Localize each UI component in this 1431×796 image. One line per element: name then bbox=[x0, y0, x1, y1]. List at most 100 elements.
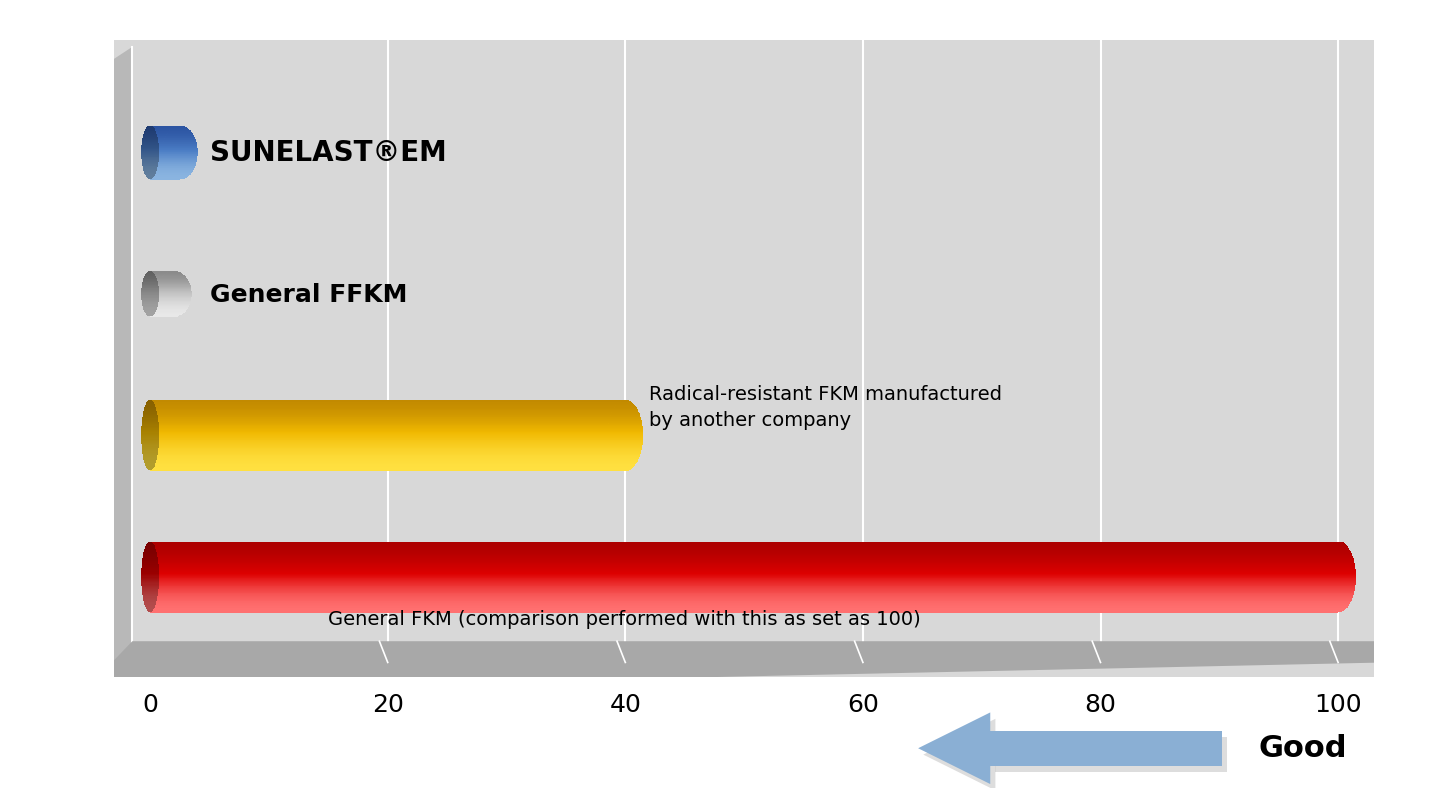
Bar bbox=[611, 454, 640, 455]
Bar bbox=[150, 441, 625, 443]
Bar bbox=[150, 611, 1338, 613]
Bar bbox=[1325, 552, 1351, 554]
Bar bbox=[150, 294, 175, 295]
Bar bbox=[150, 560, 1338, 562]
Bar bbox=[1328, 604, 1349, 606]
Bar bbox=[163, 159, 197, 161]
Bar bbox=[143, 170, 157, 171]
Bar bbox=[163, 142, 196, 143]
Bar bbox=[1322, 559, 1354, 560]
Bar bbox=[1321, 571, 1355, 572]
Bar bbox=[150, 174, 180, 175]
Bar bbox=[142, 154, 159, 156]
Bar bbox=[150, 604, 1338, 606]
Bar bbox=[150, 603, 1338, 604]
Bar bbox=[142, 142, 159, 144]
Bar bbox=[150, 148, 180, 149]
Bar bbox=[150, 428, 625, 430]
Bar bbox=[150, 294, 175, 295]
Bar bbox=[166, 134, 193, 135]
Bar bbox=[146, 404, 155, 405]
Bar bbox=[162, 146, 197, 147]
Bar bbox=[150, 299, 175, 301]
Bar bbox=[150, 436, 625, 438]
Bar bbox=[150, 285, 175, 286]
Bar bbox=[142, 572, 159, 574]
Bar bbox=[150, 556, 1338, 557]
Bar bbox=[163, 143, 196, 144]
Bar bbox=[150, 306, 175, 307]
Bar bbox=[142, 587, 159, 589]
Bar bbox=[142, 592, 157, 594]
Bar bbox=[150, 286, 175, 287]
Bar bbox=[142, 571, 159, 573]
Bar bbox=[143, 413, 157, 415]
Bar bbox=[165, 274, 183, 275]
Bar bbox=[147, 400, 152, 402]
Bar bbox=[150, 589, 1338, 591]
Bar bbox=[150, 591, 1338, 592]
Bar bbox=[163, 311, 185, 313]
Bar bbox=[142, 563, 159, 564]
Bar bbox=[150, 413, 625, 415]
Bar bbox=[150, 314, 175, 315]
Bar bbox=[163, 275, 185, 276]
Bar bbox=[1321, 579, 1357, 580]
Bar bbox=[150, 161, 180, 162]
Bar bbox=[142, 150, 159, 152]
Bar bbox=[156, 292, 192, 294]
Bar bbox=[142, 423, 159, 425]
Bar bbox=[147, 401, 153, 403]
Bar bbox=[150, 143, 180, 144]
Bar bbox=[150, 296, 175, 298]
Bar bbox=[156, 287, 192, 289]
Bar bbox=[1325, 601, 1351, 603]
Bar bbox=[1321, 575, 1357, 576]
Bar bbox=[159, 306, 189, 307]
Bar bbox=[150, 147, 180, 148]
Bar bbox=[142, 151, 159, 153]
Bar bbox=[150, 564, 1338, 566]
Bar bbox=[150, 427, 625, 429]
Bar bbox=[150, 563, 1338, 564]
Bar bbox=[162, 156, 197, 157]
Bar bbox=[142, 142, 159, 143]
Bar bbox=[150, 282, 175, 283]
Bar bbox=[608, 432, 643, 433]
Bar bbox=[150, 439, 625, 440]
Bar bbox=[156, 298, 192, 299]
Bar bbox=[143, 167, 157, 168]
Bar bbox=[156, 288, 192, 290]
Bar bbox=[150, 609, 1338, 611]
Bar bbox=[150, 306, 175, 307]
Bar bbox=[143, 307, 157, 309]
Bar bbox=[1322, 560, 1354, 562]
Bar bbox=[150, 275, 175, 276]
Bar bbox=[150, 445, 625, 447]
Polygon shape bbox=[919, 712, 990, 784]
Bar bbox=[150, 272, 175, 274]
Bar bbox=[610, 451, 641, 452]
Bar bbox=[167, 131, 192, 133]
Bar bbox=[143, 138, 157, 139]
Bar bbox=[618, 402, 633, 404]
Bar bbox=[142, 426, 159, 427]
Bar bbox=[143, 459, 156, 461]
Bar bbox=[1321, 584, 1355, 586]
Bar bbox=[142, 284, 159, 286]
Bar bbox=[142, 562, 159, 564]
Bar bbox=[170, 315, 177, 317]
Bar bbox=[142, 423, 159, 424]
Bar bbox=[150, 409, 625, 411]
Bar bbox=[150, 470, 625, 471]
Bar bbox=[157, 300, 190, 302]
Bar bbox=[610, 419, 641, 420]
Bar bbox=[621, 469, 630, 470]
Bar bbox=[150, 274, 175, 275]
Text: General FKM (comparison performed with this as set as 100): General FKM (comparison performed with t… bbox=[328, 611, 922, 630]
Bar bbox=[167, 132, 192, 134]
Bar bbox=[150, 316, 175, 317]
Bar bbox=[608, 446, 643, 447]
Bar bbox=[1322, 594, 1354, 595]
Bar bbox=[1322, 563, 1355, 564]
